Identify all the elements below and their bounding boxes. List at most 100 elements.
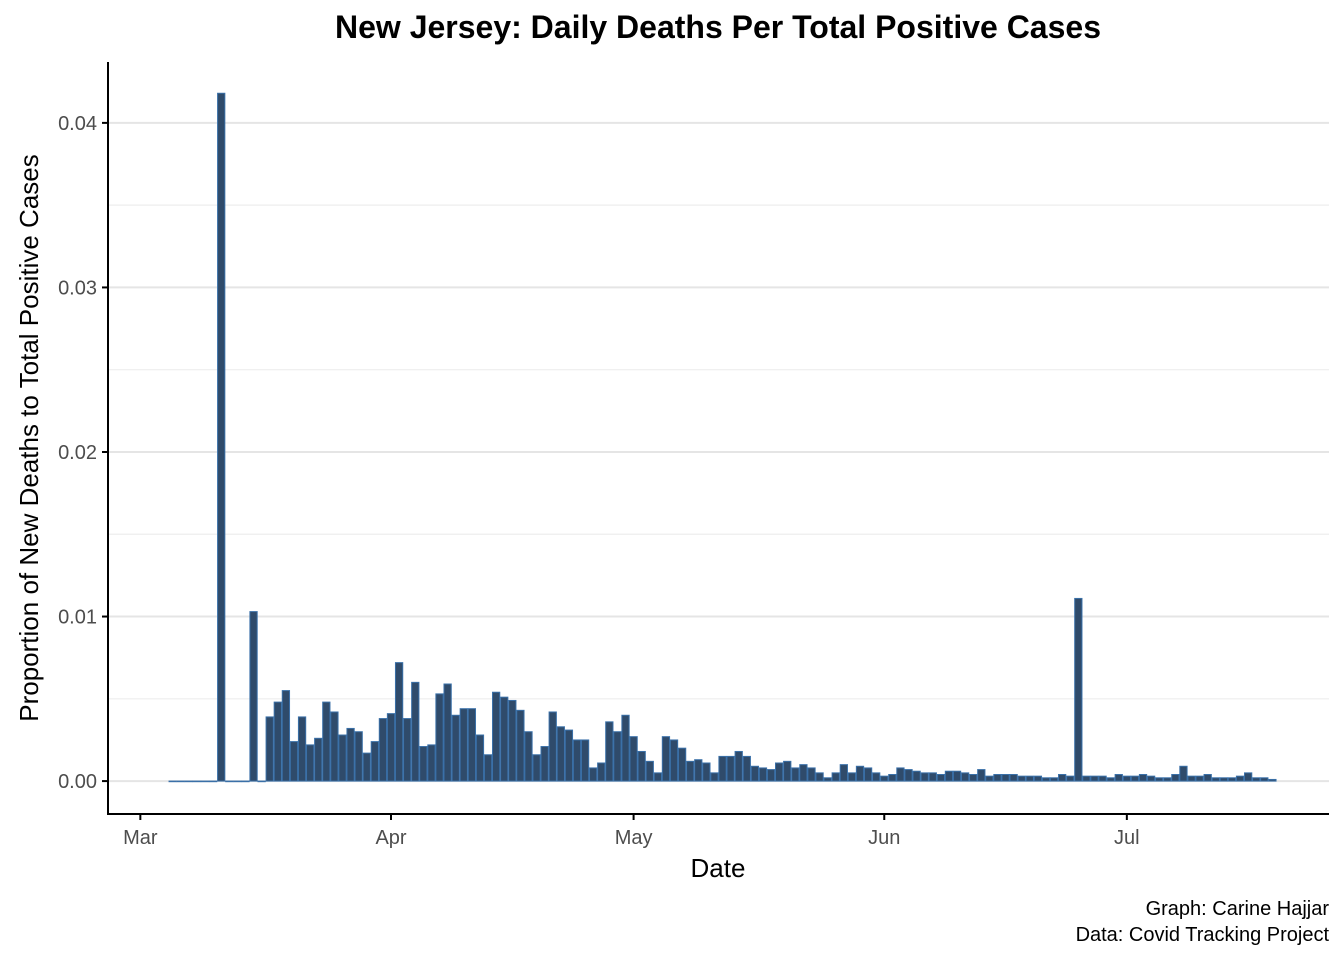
- bar: [572, 739, 582, 782]
- bar: [758, 767, 768, 782]
- bar: [192, 780, 202, 783]
- bar: [669, 739, 679, 782]
- bar: [863, 767, 873, 782]
- bar: [960, 772, 970, 782]
- bar: [855, 765, 865, 782]
- bar: [233, 780, 242, 783]
- bar: [419, 746, 428, 782]
- bar: [920, 772, 929, 782]
- y-tick-label: 0.03: [58, 277, 97, 299]
- bars: [168, 92, 1277, 783]
- bar: [483, 754, 493, 782]
- bar: [710, 772, 719, 782]
- caption-data-source: Data: Covid Tracking Project: [1076, 924, 1330, 946]
- bar: [783, 760, 792, 782]
- bar: [516, 709, 525, 782]
- bar: [297, 716, 307, 782]
- bar: [168, 780, 177, 783]
- bar: [872, 772, 881, 782]
- bar: [1041, 777, 1051, 782]
- bar: [564, 729, 574, 782]
- bar: [338, 734, 347, 782]
- bar: [1090, 775, 1099, 782]
- bar: [1155, 777, 1164, 782]
- bar: [823, 777, 832, 782]
- bar: [281, 690, 291, 782]
- bar: [589, 767, 598, 782]
- bar: [1009, 774, 1018, 782]
- bar: [443, 683, 452, 782]
- bar: [677, 747, 687, 782]
- bar: [289, 741, 299, 782]
- chart-title: New Jersey: Daily Deaths Per Total Posit…: [335, 9, 1101, 45]
- bar: [1163, 777, 1172, 782]
- bar: [273, 701, 282, 782]
- bar: [661, 736, 671, 782]
- x-tick-label: Jun: [868, 827, 900, 849]
- bar: [249, 611, 258, 782]
- bar: [936, 774, 946, 782]
- bar: [799, 764, 808, 782]
- bar: [176, 780, 185, 783]
- bar: [556, 726, 565, 782]
- bar: [330, 711, 339, 782]
- bar: [225, 780, 234, 783]
- y-tick-label: 0.02: [58, 442, 97, 464]
- bar: [742, 755, 751, 782]
- bar: [241, 780, 250, 783]
- bar: [645, 760, 654, 782]
- bar: [467, 708, 477, 782]
- bar: [1017, 775, 1026, 782]
- x-tick-label: Jul: [1114, 827, 1140, 849]
- bar: [580, 739, 590, 782]
- bar: [775, 762, 784, 782]
- bar: [1235, 775, 1245, 782]
- bar: [985, 775, 994, 782]
- bar: [977, 769, 986, 782]
- bar: [1025, 775, 1034, 782]
- bar: [613, 731, 622, 782]
- bar: [1260, 777, 1269, 782]
- bar: [427, 744, 436, 782]
- bar: [896, 767, 905, 782]
- bar: [403, 718, 412, 782]
- bar: [435, 693, 444, 782]
- bar: [306, 744, 315, 782]
- bar: [1219, 777, 1229, 782]
- bar: [540, 746, 549, 782]
- bar: [888, 774, 897, 782]
- bar: [734, 750, 743, 782]
- bar: [524, 731, 533, 782]
- bar: [847, 772, 857, 782]
- bar: [1098, 775, 1107, 782]
- y-tick-label: 0.01: [58, 607, 97, 629]
- bar: [702, 762, 711, 782]
- bar: [314, 737, 323, 782]
- bar: [750, 765, 760, 782]
- bar: [726, 755, 735, 782]
- bar: [1074, 597, 1083, 782]
- bar: [1138, 774, 1148, 782]
- bar: [508, 699, 517, 782]
- bar: [928, 772, 937, 782]
- bar: [1195, 775, 1204, 782]
- caption-graph-credit: Graph: Carine Hajjar: [1146, 898, 1330, 920]
- bar: [475, 734, 485, 782]
- bar: [952, 770, 962, 782]
- grid-lines: [108, 121, 1329, 783]
- bar: [200, 780, 210, 783]
- bar: [1268, 778, 1277, 782]
- bar: [184, 780, 193, 783]
- bar: [500, 696, 509, 782]
- x-tick-label: Mar: [123, 827, 158, 849]
- bar: [912, 770, 921, 782]
- bar: [1082, 775, 1091, 782]
- bar: [1227, 777, 1237, 782]
- bar: [217, 92, 226, 782]
- bar: [394, 662, 404, 782]
- bar: [451, 714, 460, 782]
- bar: [766, 769, 776, 782]
- y-axis-title: Proportion of New Deaths to Total Positi…: [14, 154, 44, 721]
